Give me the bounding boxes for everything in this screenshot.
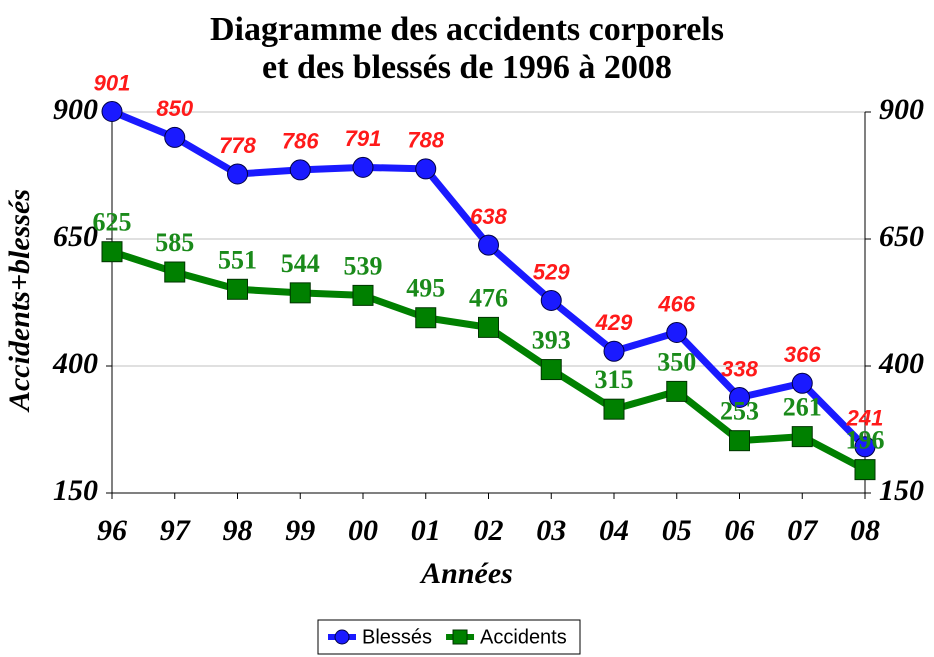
data-label: 625 (93, 208, 132, 237)
x-tick-label: 97 (160, 514, 191, 547)
data-point (791, 426, 813, 448)
chart-title: et des blessés de 1996 à 2008 (262, 49, 672, 86)
y-tick-label: 900 (53, 93, 98, 126)
data-point (227, 163, 248, 185)
y-axis-label: Accidents+blessés (3, 189, 36, 413)
data-point (164, 126, 186, 148)
x-tick-label: 05 (662, 514, 692, 547)
y2-tick-label: 400 (878, 347, 924, 380)
y-tick-label: 150 (53, 474, 98, 507)
data-label: 495 (406, 274, 445, 303)
data-label: 261 (783, 393, 822, 422)
data-point (478, 316, 499, 338)
data-label: 529 (533, 259, 570, 284)
data-point (729, 386, 750, 408)
x-tick-label: 00 (348, 514, 378, 547)
data-label: 551 (218, 245, 257, 274)
data-label: 638 (470, 204, 507, 229)
legend-marker (452, 629, 468, 645)
x-tick-label: 02 (474, 514, 504, 547)
data-point (854, 436, 876, 458)
x-tick-label: 99 (285, 514, 315, 547)
data-point (101, 100, 123, 122)
x-tick-label: 04 (599, 514, 629, 547)
data-label: 786 (282, 129, 319, 154)
data-point (729, 430, 750, 452)
chart-title: Diagramme des accidents corporels (210, 11, 724, 48)
data-label: 350 (657, 347, 696, 376)
x-tick-label: 08 (850, 514, 880, 547)
legend-marker (334, 629, 350, 645)
data-label: 788 (407, 128, 444, 153)
data-point (352, 156, 374, 178)
legend-label: Accidents (480, 626, 567, 648)
data-point (603, 398, 625, 420)
data-label: 476 (469, 283, 508, 312)
data-label: 196 (846, 426, 885, 455)
data-point (478, 234, 499, 256)
y-tick-label: 650 (53, 220, 98, 253)
data-label: 791 (345, 126, 382, 151)
legend-label: Blessés (362, 626, 432, 648)
data-point (227, 278, 248, 300)
data-point (854, 459, 876, 481)
data-point (415, 158, 437, 180)
data-point (540, 289, 562, 311)
x-tick-label: 06 (725, 514, 755, 547)
data-point (666, 380, 688, 402)
data-point (289, 159, 311, 181)
data-point (603, 340, 625, 362)
data-point (164, 261, 186, 283)
data-label: 850 (156, 96, 193, 121)
y2-tick-label: 150 (879, 474, 924, 507)
data-label: 241 (846, 406, 884, 431)
data-label: 901 (94, 70, 131, 95)
data-label: 585 (155, 228, 194, 257)
x-tick-label: 01 (411, 514, 441, 547)
data-point (352, 284, 374, 306)
data-label: 778 (219, 133, 256, 158)
y2-tick-label: 650 (879, 220, 924, 253)
data-point (289, 282, 311, 304)
data-label: 429 (595, 310, 633, 335)
data-label: 539 (344, 251, 383, 280)
data-point (540, 359, 562, 381)
y-tick-label: 400 (52, 347, 98, 380)
data-label: 338 (721, 356, 758, 381)
x-axis-label: Années (419, 557, 513, 590)
data-label: 366 (784, 342, 821, 367)
y2-tick-label: 900 (879, 93, 924, 126)
x-tick-label: 96 (97, 514, 127, 547)
x-tick-label: 98 (223, 514, 253, 547)
data-point (101, 241, 123, 263)
x-tick-label: 07 (787, 514, 818, 547)
data-label: 253 (720, 397, 759, 426)
data-label: 466 (657, 291, 695, 316)
data-label: 393 (532, 326, 571, 355)
x-tick-label: 03 (536, 514, 566, 547)
data-label: 315 (595, 365, 634, 394)
data-point (666, 321, 688, 343)
data-label: 544 (281, 249, 320, 278)
data-point (791, 372, 813, 394)
data-point (415, 307, 437, 329)
